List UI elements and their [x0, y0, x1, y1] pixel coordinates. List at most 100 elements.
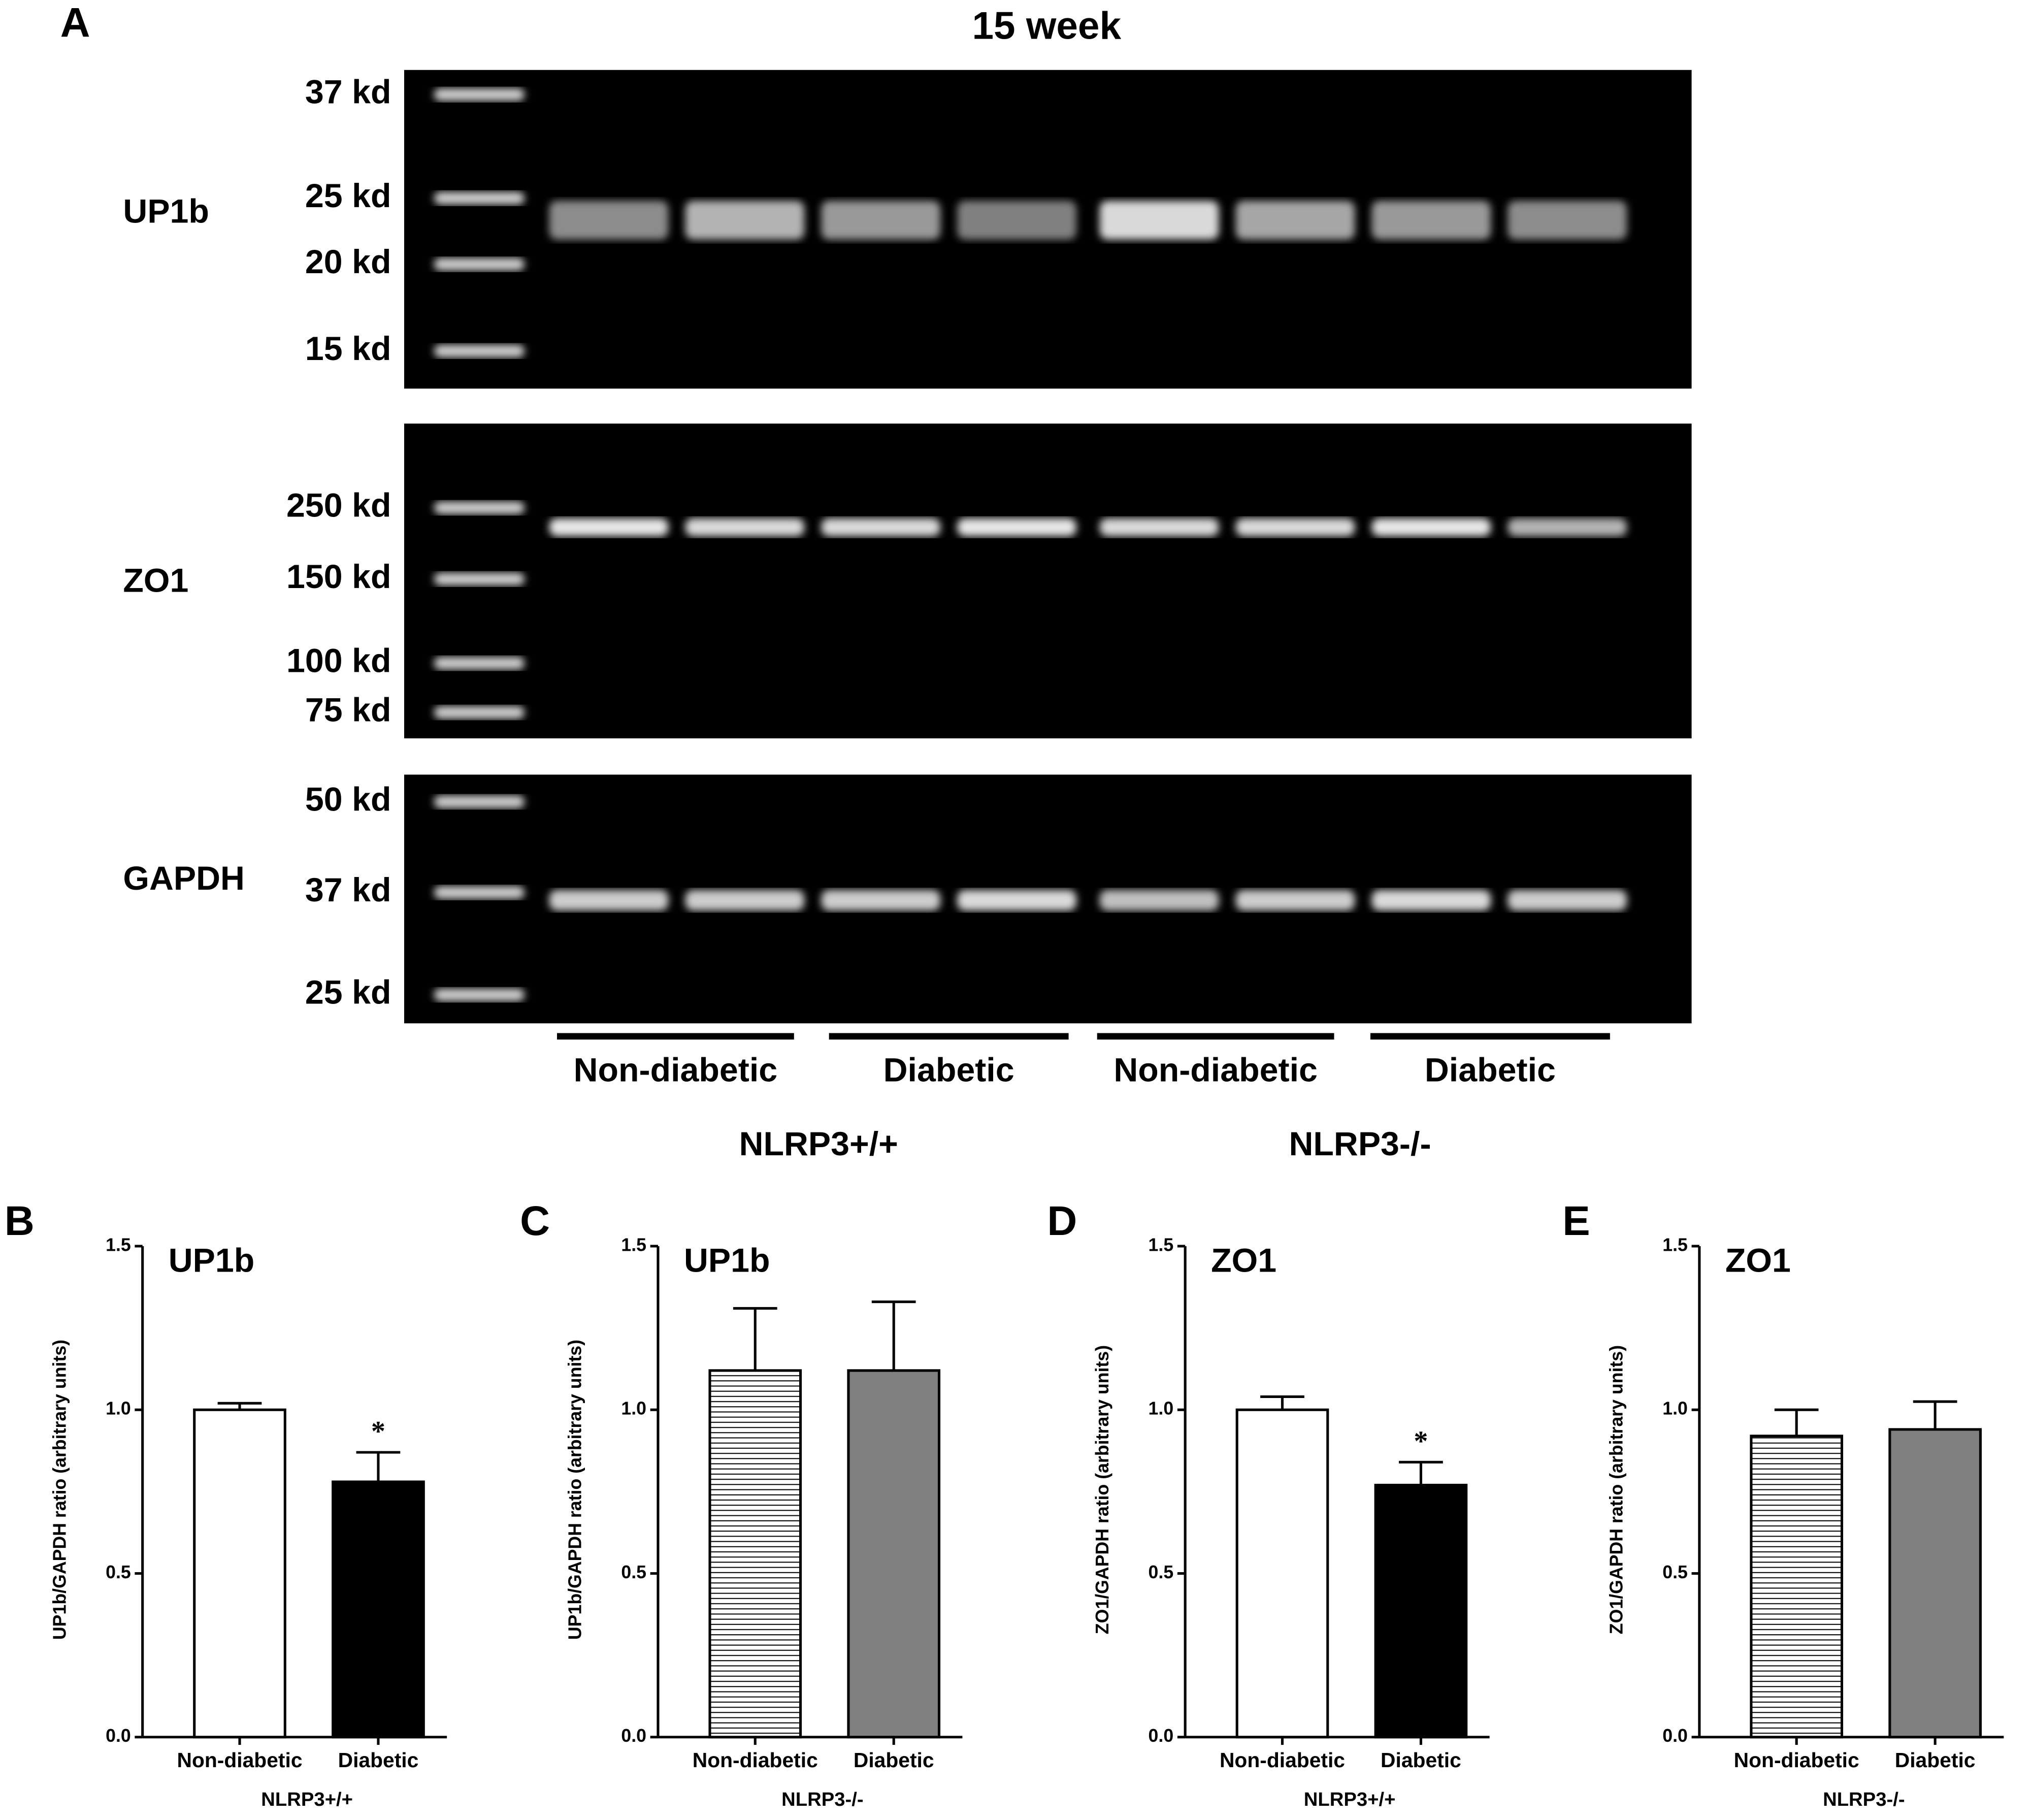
- sample-band: [1508, 890, 1627, 911]
- y-tick-label: 1.5: [1149, 1234, 1174, 1255]
- y-tick-label: 0.5: [621, 1562, 646, 1582]
- y-tick-label: 0.0: [621, 1726, 646, 1746]
- x-tick-label: Non-diabetic: [1220, 1748, 1345, 1772]
- ladder-band: [434, 501, 525, 514]
- y-tick-label: 0.5: [1662, 1562, 1688, 1582]
- marker-label: 37 kd: [305, 74, 391, 111]
- x-tick-label: Diabetic: [338, 1748, 419, 1772]
- sample-band: [685, 201, 805, 240]
- y-tick-label: 0.0: [1662, 1726, 1688, 1746]
- ladder-band: [434, 795, 525, 808]
- marker-label: 20 kd: [305, 243, 391, 281]
- y-tick-label: 1.5: [106, 1234, 131, 1255]
- marker-label: 25 kd: [305, 974, 391, 1012]
- blot-label: UP1b: [123, 192, 209, 230]
- x-tick-label: Diabetic: [854, 1748, 934, 1772]
- bar: [193, 1408, 286, 1739]
- ladder-band: [434, 257, 525, 271]
- significance-marker: *: [371, 1416, 385, 1447]
- marker-label: 37 kd: [305, 871, 391, 909]
- group-label: Diabetic: [1425, 1052, 1556, 1089]
- sample-band: [685, 518, 805, 537]
- sample-band: [1371, 890, 1491, 911]
- x-axis-label: NLRP3-/-: [781, 1789, 864, 1810]
- bar: [708, 1369, 802, 1739]
- sample-band: [1099, 201, 1219, 240]
- ladder-band: [434, 988, 525, 1001]
- chart-title: ZO1: [1211, 1242, 1276, 1280]
- sample-band: [957, 518, 1076, 537]
- sample-band: [549, 518, 669, 537]
- sample-band: [1099, 890, 1219, 911]
- sample-band: [1508, 518, 1627, 537]
- panel-letter: C: [520, 1198, 550, 1244]
- y-tick-label: 1.0: [621, 1399, 646, 1419]
- y-tick-label: 0.0: [106, 1726, 131, 1746]
- y-axis-label: UP1b/GAPDH ratio (arbitrary units): [49, 1340, 70, 1640]
- marker-label: 100 kd: [286, 642, 391, 680]
- chart-title: UP1b: [169, 1242, 255, 1280]
- marker-label: 50 kd: [305, 781, 391, 819]
- panel-letter: B: [5, 1198, 35, 1244]
- significance-marker: *: [1414, 1426, 1428, 1457]
- panel-letter: E: [1562, 1198, 1590, 1244]
- y-axis-label: ZO1/GAPDH ratio (arbitrary units): [1607, 1345, 1627, 1634]
- y-axis-label: ZO1/GAPDH ratio (arbitrary units): [1092, 1345, 1112, 1634]
- ladder-band: [434, 886, 525, 899]
- sample-band: [1371, 518, 1491, 537]
- y-tick-label: 0.0: [1149, 1726, 1174, 1746]
- y-tick-label: 1.5: [1662, 1234, 1688, 1255]
- sample-band: [1371, 201, 1491, 240]
- marker-label: 150 kd: [286, 558, 391, 596]
- blot-title: 15 week: [972, 4, 1121, 47]
- ladder-band: [434, 572, 525, 586]
- y-tick-label: 0.5: [106, 1562, 131, 1582]
- panel-letter: D: [1047, 1198, 1077, 1244]
- x-axis-label: NLRP3-/-: [1823, 1789, 1905, 1810]
- y-tick-label: 1.0: [106, 1399, 131, 1419]
- x-axis-label: NLRP3+/+: [261, 1789, 353, 1810]
- y-tick-label: 1.5: [621, 1234, 646, 1255]
- x-tick-label: Diabetic: [1895, 1748, 1976, 1772]
- blot-image: [404, 424, 1692, 739]
- x-tick-label: Non-diabetic: [177, 1748, 302, 1772]
- marker-label: 75 kd: [305, 692, 391, 729]
- y-tick-label: 0.5: [1149, 1562, 1174, 1582]
- sample-band: [821, 518, 941, 537]
- ladder-band: [434, 706, 525, 719]
- bar: [1888, 1428, 1982, 1739]
- blot-label: ZO1: [123, 562, 188, 599]
- sample-band: [1235, 201, 1355, 240]
- bar: [1235, 1408, 1329, 1739]
- sample-band: [1099, 518, 1219, 537]
- bar: [847, 1369, 941, 1739]
- y-axis-label: UP1b/GAPDH ratio (arbitrary units): [565, 1340, 585, 1640]
- genotype-label: NLRP3+/+: [739, 1125, 898, 1163]
- y-tick-label: 1.0: [1149, 1399, 1174, 1419]
- sample-band: [821, 201, 941, 240]
- group-label: Non-diabetic: [574, 1052, 778, 1089]
- marker-label: 15 kd: [305, 330, 391, 368]
- group-label: Non-diabetic: [1113, 1052, 1318, 1089]
- sample-band: [957, 890, 1076, 911]
- chart-title: ZO1: [1725, 1242, 1791, 1280]
- genotype-label: NLRP3-/-: [1289, 1125, 1431, 1163]
- sample-band: [549, 201, 669, 240]
- sample-band: [957, 201, 1076, 240]
- chart-title: UP1b: [684, 1242, 770, 1280]
- sample-band: [685, 890, 805, 911]
- marker-label: 250 kd: [286, 486, 391, 524]
- sample-band: [1235, 518, 1355, 537]
- ladder-band: [434, 191, 525, 205]
- sample-band: [1508, 201, 1627, 240]
- group-label: Diabetic: [883, 1052, 1014, 1089]
- y-tick-label: 1.0: [1662, 1399, 1688, 1419]
- ladder-band: [434, 88, 525, 101]
- ladder-band: [434, 657, 525, 670]
- ladder-band: [434, 344, 525, 358]
- bar: [1374, 1483, 1468, 1739]
- x-axis-label: NLRP3+/+: [1304, 1789, 1396, 1810]
- sample-band: [549, 890, 669, 911]
- sample-band: [821, 890, 941, 911]
